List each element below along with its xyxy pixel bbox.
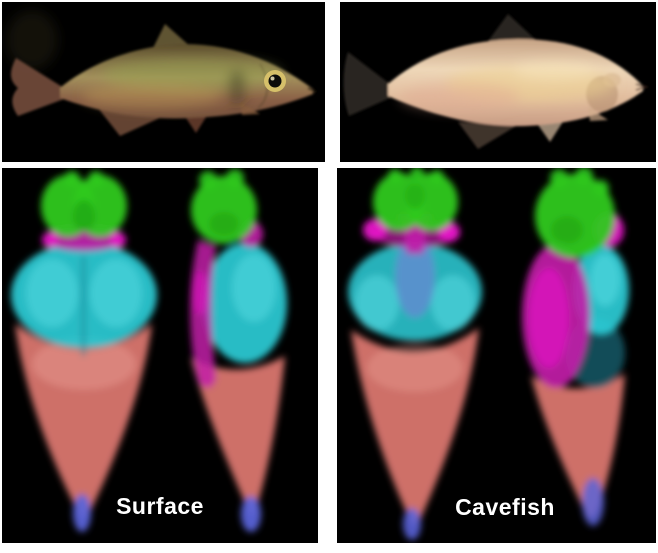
green-lobe-bump bbox=[88, 171, 104, 187]
pectoral-fin bbox=[588, 107, 608, 121]
blue-tip-region bbox=[403, 508, 421, 540]
pelvic-fin bbox=[536, 120, 564, 142]
green-lobe-bump bbox=[593, 180, 609, 196]
pectoral-fin bbox=[240, 102, 260, 115]
salmon-highlight bbox=[32, 338, 136, 390]
caudal-fin bbox=[343, 52, 390, 116]
cavefish-brain-panel: Cavefish bbox=[337, 168, 656, 543]
surface-fish-sheen bbox=[82, 58, 282, 109]
midline-groove bbox=[81, 256, 86, 356]
surface-label: Surface bbox=[116, 493, 204, 519]
surface-fish-photo-panel bbox=[2, 2, 325, 162]
surface-fish-photo bbox=[2, 2, 325, 162]
cyan-highlight bbox=[355, 275, 399, 331]
green-lobe-bump bbox=[430, 170, 444, 184]
cyan-highlight bbox=[590, 254, 620, 306]
green-lobe-bump bbox=[226, 169, 244, 187]
gold-sheen bbox=[82, 83, 222, 109]
magenta-bright-spot bbox=[110, 232, 126, 248]
cavefish-sheen bbox=[400, 61, 615, 111]
pink-sheen bbox=[400, 83, 520, 111]
cavefish-brain-dorsal-view bbox=[348, 168, 482, 540]
bright-sheen bbox=[515, 61, 595, 79]
salmon-highlight bbox=[367, 344, 463, 392]
surface-brain-image bbox=[2, 168, 318, 543]
green-midline-shade bbox=[73, 200, 95, 232]
lavender-midline bbox=[395, 234, 435, 318]
surface-brain-panel: Surface bbox=[2, 168, 318, 543]
green-lobe-bump bbox=[410, 168, 424, 181]
blue-tip-region bbox=[582, 478, 604, 526]
pelvic-fin bbox=[184, 114, 208, 133]
eye-pupil bbox=[268, 74, 282, 88]
dorsal-fin bbox=[486, 14, 538, 44]
magenta-bright-spot bbox=[42, 232, 58, 248]
eye-highlight bbox=[270, 76, 275, 81]
cyan-highlight bbox=[232, 254, 276, 322]
cavefish-brain-image bbox=[337, 168, 656, 543]
blue-tip-region bbox=[241, 496, 261, 532]
green-region bbox=[191, 176, 257, 244]
magenta-bright-spot bbox=[192, 271, 208, 315]
humeral-spot bbox=[228, 69, 246, 105]
mouth bbox=[307, 87, 317, 93]
green-shade bbox=[551, 216, 583, 244]
green-lobe-bump bbox=[388, 169, 402, 183]
green-lobe-bump bbox=[575, 168, 593, 185]
salmon-region bbox=[531, 374, 625, 519]
green-lobe-bump bbox=[64, 171, 80, 187]
surface-brain-lateral-view bbox=[190, 169, 287, 532]
green-lobe-bump bbox=[550, 169, 568, 187]
green-shade bbox=[209, 212, 239, 236]
green-lobe-bump bbox=[199, 171, 217, 189]
blue-tip-region bbox=[73, 494, 91, 532]
magenta-bright-core bbox=[529, 268, 569, 368]
cyan-highlight bbox=[90, 259, 142, 327]
cavefish-brain-lateral-view bbox=[522, 168, 629, 526]
fish-eye bbox=[264, 70, 286, 92]
cavefish-photo-panel bbox=[340, 2, 656, 162]
cyan-highlight bbox=[431, 275, 475, 331]
salmon-region bbox=[191, 356, 285, 515]
anal-fin bbox=[458, 122, 516, 149]
cavefish-photo bbox=[340, 2, 656, 162]
mouth bbox=[635, 83, 649, 91]
background-blob bbox=[6, 10, 58, 70]
surface-brain-dorsal-view bbox=[11, 171, 157, 532]
green-midline-shade bbox=[405, 183, 425, 209]
cyan-highlight bbox=[26, 259, 78, 327]
magenta-bright-spot bbox=[363, 219, 387, 241]
caudal-fin bbox=[10, 58, 64, 116]
cavefish-label: Cavefish bbox=[455, 494, 555, 520]
